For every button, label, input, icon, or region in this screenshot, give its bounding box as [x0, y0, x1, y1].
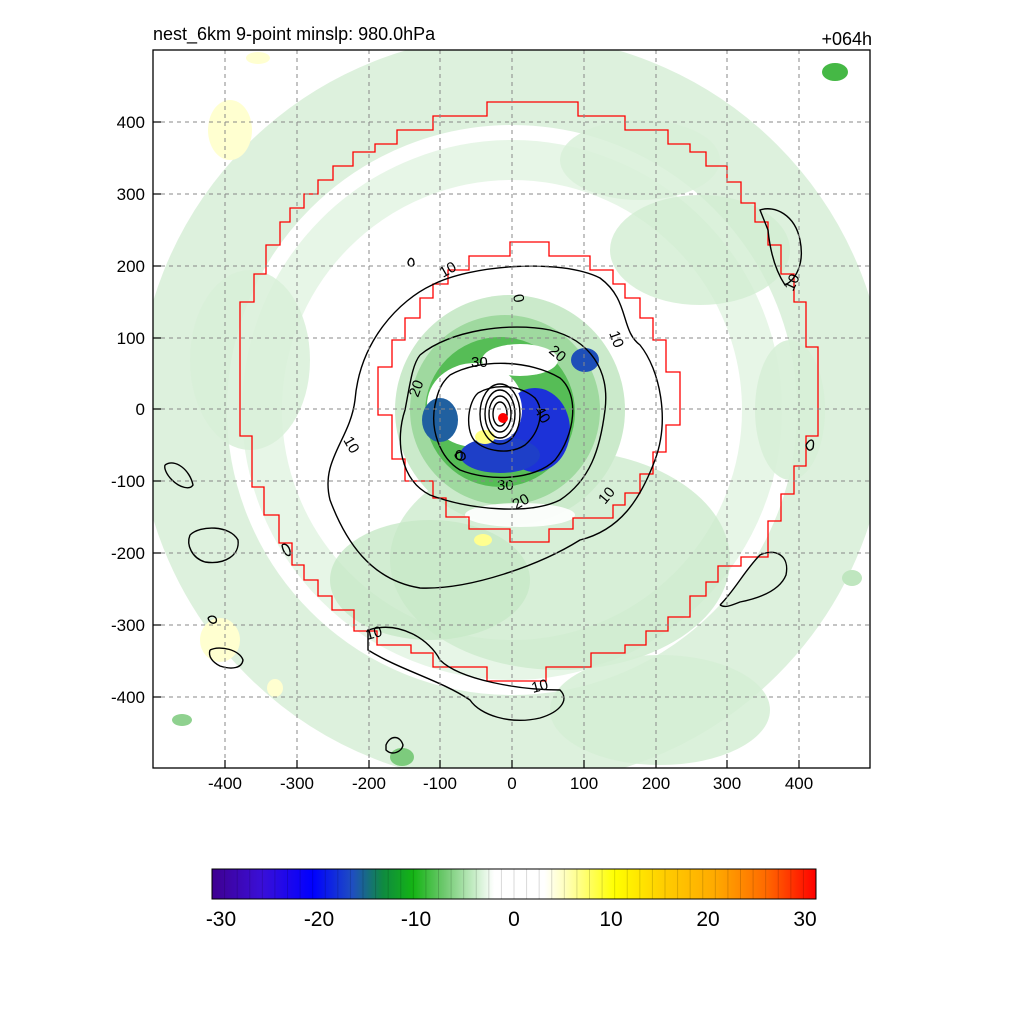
contour-east-small — [805, 439, 815, 451]
contour-label: 20 — [406, 378, 428, 399]
contour-label: 0 — [455, 447, 463, 464]
contour-10-south — [367, 626, 565, 721]
forecast-hour-label: +064h — [821, 29, 872, 49]
x-tick-label: 0 — [507, 774, 516, 793]
contour-40 — [467, 385, 541, 452]
colorbar-tick-label: 10 — [599, 908, 622, 931]
y-tick-label: 0 — [136, 400, 145, 419]
x-tick-label: 400 — [785, 774, 813, 793]
contour-west-4 — [208, 647, 244, 669]
contour-10-outer — [327, 265, 663, 589]
contour-west-3 — [281, 543, 291, 557]
colorbar-tick-label: -20 — [304, 908, 334, 931]
contour-label: 10 — [781, 271, 803, 293]
contour-southeast — [719, 551, 788, 608]
contour-west-2 — [188, 527, 239, 564]
tick-marks — [153, 121, 800, 768]
contour-west-1 — [164, 462, 194, 489]
contour-north-small — [407, 257, 415, 267]
y-tick-label: 300 — [117, 185, 145, 204]
x-tick-label: -400 — [208, 774, 242, 793]
colorbar-tick-label: -30 — [206, 908, 236, 931]
x-tick-label: 100 — [570, 774, 598, 793]
contour-bottom — [385, 736, 404, 754]
x-tick-label: -100 — [423, 774, 457, 793]
y-tick-label: 200 — [117, 257, 145, 276]
contour-label: 0 — [509, 293, 527, 304]
contours — [164, 208, 815, 754]
storm-center-marker — [498, 413, 508, 423]
colorbar-ramp — [211, 868, 817, 900]
y-tick-labels: 400 300 200 100 0 -100 -200 -300 -400 — [111, 113, 145, 707]
colorbar-separators — [224, 869, 804, 899]
contour-label: 30 — [497, 477, 514, 494]
x-tick-labels: -400 -300 -200 -100 0 100 200 300 400 — [208, 774, 813, 793]
x-tick-label: -200 — [352, 774, 386, 793]
contour-west-5 — [207, 615, 218, 624]
contour-core-2 — [484, 389, 516, 439]
y-tick-label: -100 — [111, 472, 145, 491]
shaded-field — [153, 50, 870, 768]
x-tick-label: -300 — [280, 774, 314, 793]
contour-label: 10 — [530, 676, 551, 697]
contour-core-3 — [488, 395, 512, 433]
y-tick-label: 400 — [117, 113, 145, 132]
contour-core-1 — [479, 383, 521, 445]
contour-core-4 — [492, 401, 508, 427]
inner-red-boundary — [377, 241, 681, 543]
contour-30 — [433, 362, 574, 479]
contour-eye-small — [454, 451, 466, 461]
y-tick-label: -200 — [111, 544, 145, 563]
contour-10-east — [759, 208, 802, 286]
contour-label: 10 — [340, 434, 363, 457]
colorbar: -30 -20 -10 0 10 20 30 — [206, 868, 817, 931]
colorbar-tick-label: -10 — [401, 908, 431, 931]
contour-label: 10 — [605, 329, 627, 350]
x-tick-label: 300 — [713, 774, 741, 793]
contour-label: 10 — [437, 258, 460, 281]
y-tick-label: -400 — [111, 688, 145, 707]
contour-20 — [399, 326, 607, 510]
x-tick-label: 200 — [642, 774, 670, 793]
contour-label: 20 — [510, 490, 533, 513]
y-tick-label: 100 — [117, 329, 145, 348]
plot-title: nest_6km 9-point minslp: 980.0hPa — [153, 24, 436, 45]
y-tick-label: -300 — [111, 616, 145, 635]
colorbar-tick-label: 30 — [793, 908, 816, 931]
colorbar-tick-label: 0 — [508, 908, 520, 931]
contour-label: 30 — [471, 354, 488, 371]
colorbar-tick-label: 20 — [696, 908, 719, 931]
